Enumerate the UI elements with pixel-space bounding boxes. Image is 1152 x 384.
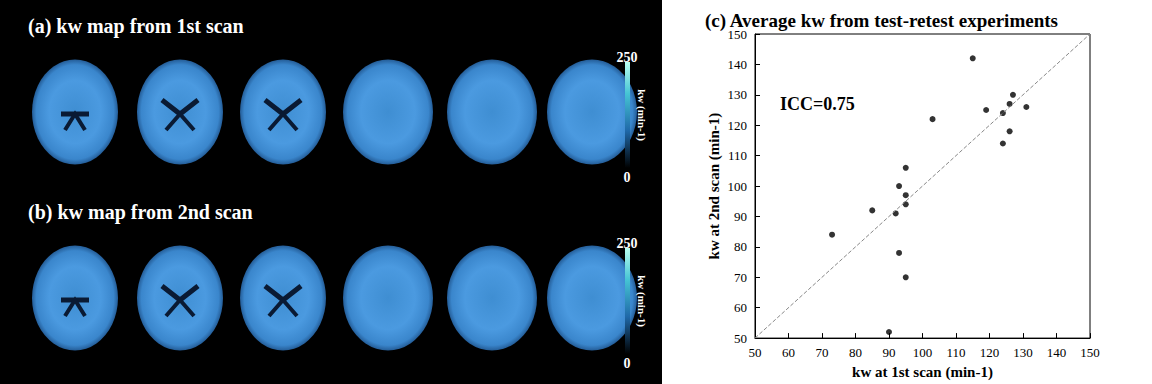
svg-text:ICC=0.75: ICC=0.75 (780, 94, 855, 114)
svg-text:(b) kw map from 2nd scan: (b) kw map from 2nd scan (28, 201, 253, 224)
svg-text:120: 120 (980, 345, 1000, 360)
svg-text:130: 130 (1013, 345, 1033, 360)
svg-text:130: 130 (728, 87, 748, 102)
svg-text:80: 80 (849, 345, 862, 360)
svg-text:110: 110 (728, 148, 747, 163)
svg-text:250: 250 (617, 50, 638, 65)
svg-text:kw at 1st scan (min-1): kw at 1st scan (min-1) (852, 364, 993, 381)
svg-text:50: 50 (734, 331, 747, 346)
svg-text:kw at 2nd scan (min-1): kw at 2nd scan (min-1) (706, 113, 723, 260)
svg-text:0: 0 (624, 356, 631, 371)
svg-text:150: 150 (727, 26, 747, 42)
svg-text:60: 60 (734, 300, 747, 315)
svg-text:kw (min-1): kw (min-1) (635, 275, 648, 327)
svg-text:100: 100 (913, 345, 933, 360)
svg-text:110: 110 (946, 345, 965, 360)
svg-text:70: 70 (816, 345, 829, 360)
svg-text:140: 140 (728, 57, 748, 72)
svg-text:120: 120 (728, 118, 748, 133)
svg-text:0: 0 (624, 170, 631, 185)
svg-text:140: 140 (1047, 345, 1067, 360)
svg-text:80: 80 (734, 239, 747, 254)
svg-text:150: 150 (1080, 345, 1100, 360)
svg-text:90: 90 (734, 209, 747, 224)
svg-text:100: 100 (728, 179, 748, 194)
svg-text:70: 70 (734, 270, 747, 285)
svg-text:250: 250 (617, 236, 638, 251)
svg-text:50: 50 (749, 345, 762, 360)
svg-text:90: 90 (883, 345, 896, 360)
svg-text:kw (min-1): kw (min-1) (635, 89, 648, 141)
svg-text:(a) kw map from 1st scan: (a) kw map from 1st scan (28, 15, 244, 38)
svg-text:(c) Average kw from test-retes: (c) Average kw from test-retest experime… (705, 10, 1058, 32)
svg-text:60: 60 (782, 345, 795, 360)
